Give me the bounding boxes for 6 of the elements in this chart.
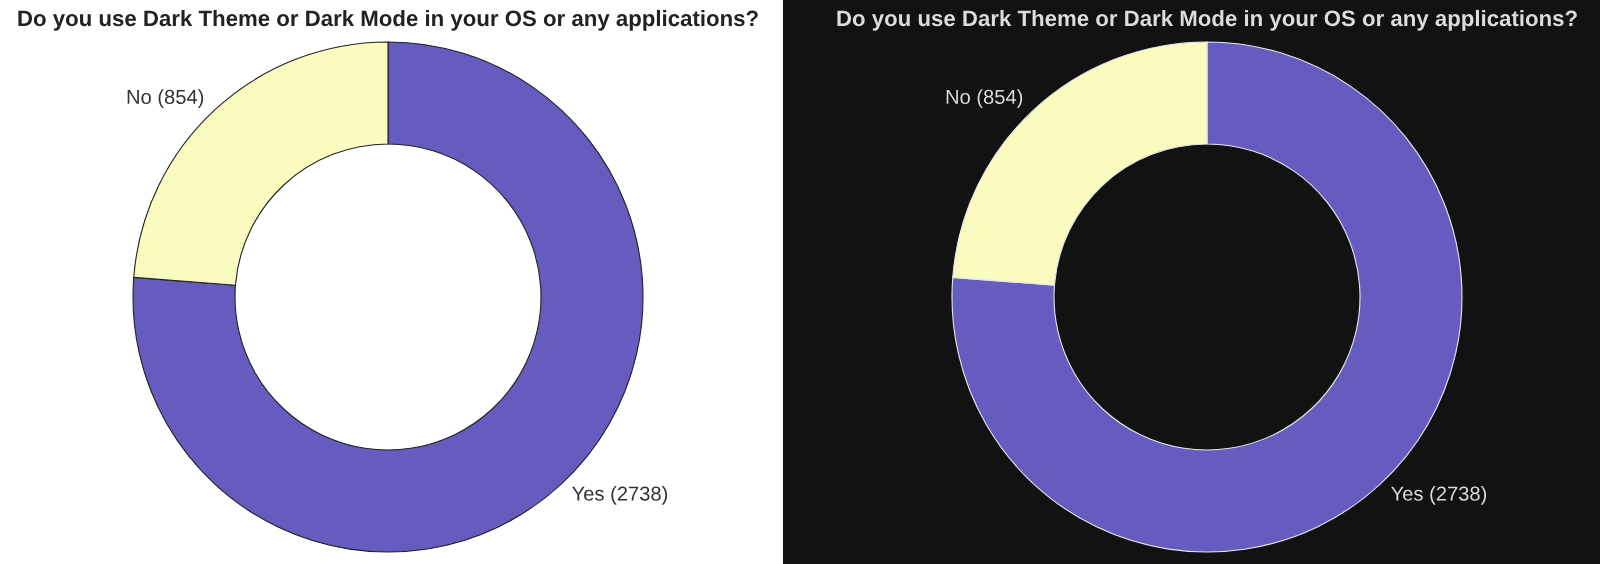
slice-label: Yes (2738) [572, 485, 668, 505]
slice-label: No (854) [127, 89, 204, 109]
chart-title: Do you use Dark Theme or Dark Mode in your OS or any applications? [18, 9, 758, 31]
slice-label: Yes (2738) [1391, 485, 1487, 505]
slice-label: No (854) [946, 89, 1023, 109]
chart-title: Do you use Dark Theme or Dark Mode in your OS or any applications? [837, 9, 1577, 31]
